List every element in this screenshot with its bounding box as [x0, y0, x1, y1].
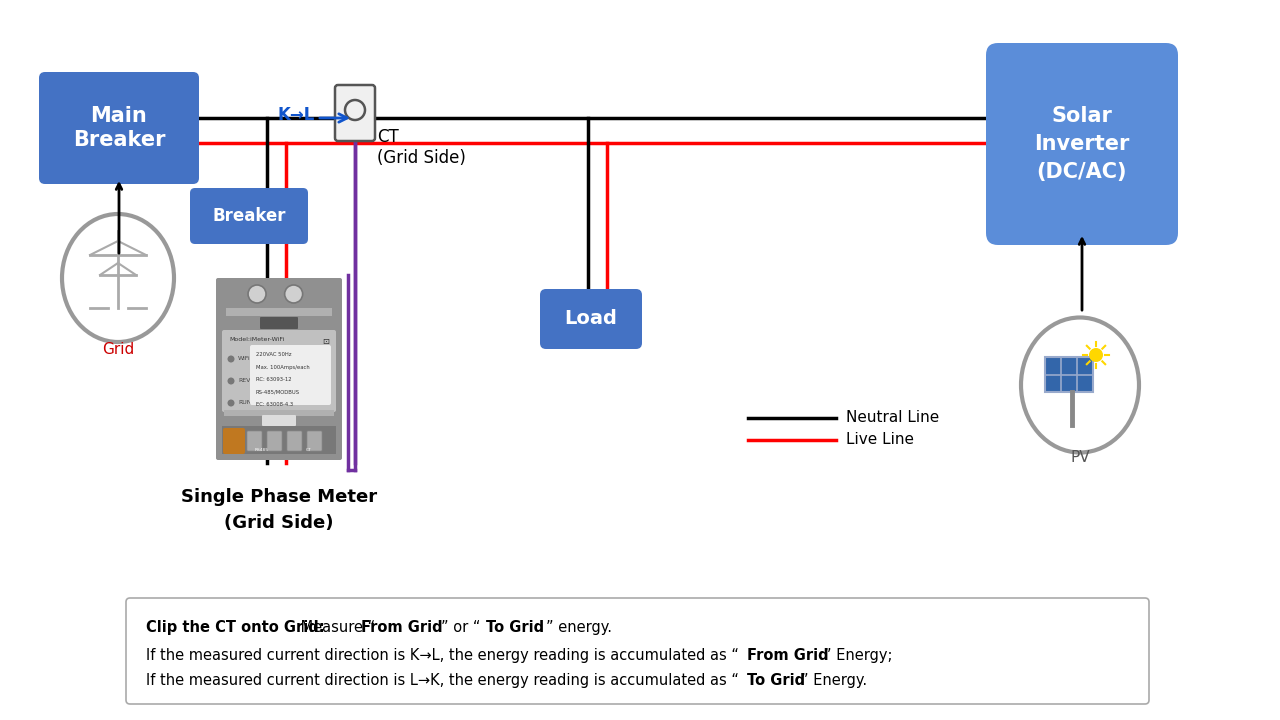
Text: Grid: Grid [102, 343, 134, 358]
Text: From Grid: From Grid [361, 620, 443, 635]
FancyBboxPatch shape [125, 598, 1149, 704]
Text: EC: 63008-4.3: EC: 63008-4.3 [256, 402, 293, 407]
Circle shape [228, 377, 234, 384]
Text: CT: CT [306, 448, 311, 452]
FancyBboxPatch shape [250, 345, 332, 405]
Text: RC: 63093-12: RC: 63093-12 [256, 377, 292, 382]
FancyBboxPatch shape [189, 188, 308, 244]
Text: ” energy.: ” energy. [547, 620, 612, 635]
Text: Solar
Inverter
(DC/AC): Solar Inverter (DC/AC) [1034, 106, 1130, 182]
Text: Single Phase Meter
(Grid Side): Single Phase Meter (Grid Side) [180, 488, 378, 532]
Text: Live Line: Live Line [846, 433, 914, 448]
Text: ” Energy;: ” Energy; [824, 648, 892, 663]
Text: To Grid: To Grid [486, 620, 544, 635]
Text: RS-485/MODBUS: RS-485/MODBUS [256, 390, 300, 395]
Text: From Grid: From Grid [748, 648, 828, 663]
FancyBboxPatch shape [216, 278, 342, 460]
Text: If the measured current direction is K→L, the energy reading is accumulated as “: If the measured current direction is K→L… [146, 648, 739, 663]
Text: CT
(Grid Side): CT (Grid Side) [378, 128, 466, 167]
Text: Breaker: Breaker [212, 207, 285, 225]
Text: K→L: K→L [278, 106, 315, 124]
Text: WiFi: WiFi [238, 356, 251, 361]
FancyBboxPatch shape [540, 289, 643, 349]
FancyBboxPatch shape [260, 317, 298, 329]
Text: Neutral Line: Neutral Line [846, 410, 940, 426]
Text: Measure “: Measure “ [296, 620, 375, 635]
Circle shape [248, 285, 266, 303]
Text: 220VAC 50Hz: 220VAC 50Hz [256, 352, 292, 357]
Text: ” or “: ” or “ [442, 620, 480, 635]
FancyBboxPatch shape [986, 43, 1178, 245]
FancyBboxPatch shape [335, 85, 375, 141]
Text: To Grid: To Grid [748, 673, 805, 688]
Text: Clip the CT onto Grid:: Clip the CT onto Grid: [146, 620, 325, 635]
Text: REV: REV [238, 379, 251, 384]
FancyBboxPatch shape [38, 72, 198, 184]
FancyBboxPatch shape [224, 410, 334, 416]
Text: Model:iMeter-WiFi: Model:iMeter-WiFi [229, 337, 284, 342]
FancyBboxPatch shape [268, 431, 282, 451]
Text: ” Energy.: ” Energy. [801, 673, 867, 688]
Circle shape [1089, 348, 1103, 362]
Text: RS485: RS485 [255, 448, 269, 452]
Text: If the measured current direction is L→K, the energy reading is accumulated as “: If the measured current direction is L→K… [146, 673, 739, 688]
FancyBboxPatch shape [1044, 357, 1093, 392]
Circle shape [228, 356, 234, 362]
FancyBboxPatch shape [221, 330, 335, 412]
FancyBboxPatch shape [287, 431, 302, 451]
Circle shape [284, 285, 302, 303]
Text: Max. 100Amps/each: Max. 100Amps/each [256, 364, 310, 369]
Text: Main
Breaker: Main Breaker [73, 107, 165, 150]
FancyBboxPatch shape [262, 415, 296, 426]
FancyBboxPatch shape [247, 431, 262, 451]
Text: Load: Load [564, 310, 617, 328]
FancyBboxPatch shape [221, 426, 335, 454]
Text: ⊡: ⊡ [323, 337, 329, 346]
Circle shape [228, 400, 234, 407]
FancyBboxPatch shape [307, 431, 323, 451]
Text: RUN: RUN [238, 400, 251, 405]
FancyBboxPatch shape [227, 308, 332, 316]
FancyBboxPatch shape [223, 428, 244, 454]
Text: PV: PV [1070, 449, 1089, 464]
